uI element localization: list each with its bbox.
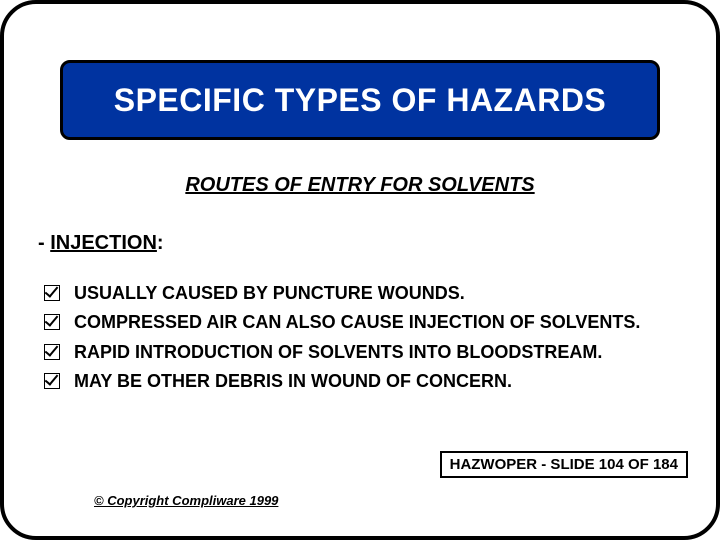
bullet-text: COMPRESSED AIR CAN ALSO CAUSE INJECTION … bbox=[74, 311, 640, 334]
section-label-text: INJECTION bbox=[50, 232, 157, 254]
checkbox-icon bbox=[44, 344, 60, 360]
title-box: SPECIFIC TYPES OF HAZARDS bbox=[60, 60, 660, 140]
slide-number-box: HAZWOPER - SLIDE 104 OF 184 bbox=[440, 451, 688, 478]
checkbox-icon bbox=[44, 314, 60, 330]
bullet-item: RAPID INTRODUCTION OF SOLVENTS INTO BLOO… bbox=[44, 341, 686, 364]
slide-frame: SPECIFIC TYPES OF HAZARDS ROUTES OF ENTR… bbox=[0, 0, 720, 540]
bullet-item: USUALLY CAUSED BY PUNCTURE WOUNDS. bbox=[44, 282, 686, 305]
bullet-list: USUALLY CAUSED BY PUNCTURE WOUNDS. COMPR… bbox=[44, 282, 686, 400]
checkbox-icon bbox=[44, 373, 60, 389]
slide-number-label: HAZWOPER - SLIDE 104 OF 184 bbox=[450, 456, 678, 473]
bullet-text: RAPID INTRODUCTION OF SOLVENTS INTO BLOO… bbox=[74, 341, 602, 364]
bullet-item: COMPRESSED AIR CAN ALSO CAUSE INJECTION … bbox=[44, 311, 686, 334]
copyright-text: © Copyright Compliware 1999 bbox=[94, 493, 278, 508]
bullet-item: MAY BE OTHER DEBRIS IN WOUND OF CONCERN. bbox=[44, 370, 686, 393]
bullet-text: USUALLY CAUSED BY PUNCTURE WOUNDS. bbox=[74, 282, 465, 305]
slide-subtitle: ROUTES OF ENTRY FOR SOLVENTS bbox=[4, 174, 716, 197]
section-suffix: : bbox=[157, 232, 164, 254]
bullet-text: MAY BE OTHER DEBRIS IN WOUND OF CONCERN. bbox=[74, 370, 512, 393]
section-heading: - INJECTION: bbox=[38, 232, 164, 255]
section-prefix: - bbox=[38, 232, 50, 254]
slide-title: SPECIFIC TYPES OF HAZARDS bbox=[114, 82, 607, 119]
checkbox-icon bbox=[44, 285, 60, 301]
